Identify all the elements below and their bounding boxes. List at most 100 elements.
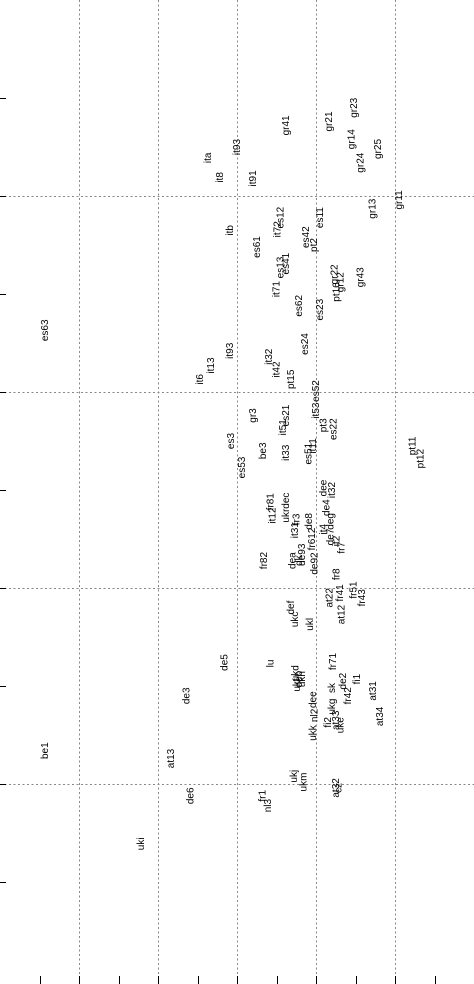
point-label: es3 xyxy=(226,433,237,450)
point-label: it2 xyxy=(332,535,343,546)
point-label: es61 xyxy=(252,236,263,258)
point-label: gr43 xyxy=(355,267,366,287)
point-label: itb xyxy=(225,225,236,236)
point-label: ukd xyxy=(291,665,302,681)
point-label: es51 xyxy=(303,442,314,464)
point-label: fi1 xyxy=(352,673,363,684)
point-label: it8 xyxy=(215,172,226,183)
point-label: gr14 xyxy=(347,129,358,149)
point-label: gr23 xyxy=(349,97,360,117)
point-label: def xyxy=(286,600,297,614)
point-label: ukk xyxy=(308,724,319,741)
axis-ticks xyxy=(0,98,436,984)
point-label: pt3 xyxy=(318,418,329,432)
point-label: ukf xyxy=(292,678,303,692)
point-label: de7 xyxy=(325,528,336,545)
point-label: nl2 xyxy=(310,708,321,722)
point-label: fr82 xyxy=(259,552,270,570)
point-label: es42 xyxy=(301,226,312,248)
point-label: fr3 xyxy=(291,513,302,525)
point-label: at33 xyxy=(331,710,342,730)
point-label: gr12 xyxy=(336,272,347,292)
point-label: fr1 xyxy=(257,790,268,802)
point-label: es41 xyxy=(281,252,292,274)
point-label: de2 xyxy=(338,672,349,689)
point-label: de6 xyxy=(186,787,197,804)
point-label: ukc xyxy=(290,612,301,628)
point-label: fr7 xyxy=(336,542,347,554)
point-label: pt11 xyxy=(408,436,419,455)
point-label: es12 xyxy=(276,206,287,228)
point-label: fr43 xyxy=(357,589,368,607)
point-label: it31 xyxy=(290,522,301,539)
point-label: pt12 xyxy=(415,448,426,468)
point-label: es22 xyxy=(329,418,340,440)
point-label: at34 xyxy=(375,706,386,726)
point-label: ukm xyxy=(299,773,310,792)
point-label: it32 xyxy=(264,348,275,365)
point-label: it72 xyxy=(272,221,283,238)
point-label: uke xyxy=(336,717,347,734)
point-label: deg xyxy=(325,513,336,530)
point-label: lu xyxy=(265,660,276,668)
point-label: gr3 xyxy=(248,408,259,423)
point-label: fi2 xyxy=(323,717,334,728)
point-label: dk xyxy=(294,554,305,566)
point-label: fr8 xyxy=(332,568,343,580)
point-label: de3 xyxy=(182,687,193,704)
point-label: uki xyxy=(136,837,147,850)
point-label: gr11 xyxy=(394,190,405,210)
point-label: it53 xyxy=(311,402,322,419)
point-label: gr41 xyxy=(281,115,292,135)
point-label: sk xyxy=(327,682,338,693)
point-label: be3 xyxy=(258,442,269,459)
point-label: gr13 xyxy=(367,198,378,218)
point-label: dee xyxy=(308,691,319,708)
point-label: pt2 xyxy=(309,238,320,252)
point-label: gr25 xyxy=(373,139,384,159)
point-label: ita xyxy=(203,152,214,163)
point-label: ukh xyxy=(297,671,308,687)
point-label: de5 xyxy=(220,654,231,671)
point-label: ukl xyxy=(305,618,316,631)
point-label: es63 xyxy=(40,319,51,341)
point-label: at12 xyxy=(336,604,347,624)
point-label: fr41 xyxy=(335,584,346,602)
point-label: de93 xyxy=(297,543,308,566)
point-label: es21 xyxy=(281,404,292,426)
point-label: it13 xyxy=(206,357,217,374)
point-label: de92 xyxy=(310,552,321,575)
point-label: it71 xyxy=(272,281,283,298)
point-label: it6 xyxy=(195,374,206,385)
point-label: it11 xyxy=(308,438,319,454)
point-label: it93 xyxy=(225,342,236,359)
point-label: pt15 xyxy=(286,369,297,389)
point-label: dee xyxy=(318,479,329,496)
point-label: be1 xyxy=(40,742,51,759)
point-label: gr24 xyxy=(355,152,366,172)
point-label: gr21 xyxy=(324,111,335,131)
point-label: at13 xyxy=(166,748,177,768)
point-label: es13 xyxy=(276,256,287,278)
point-label: it42 xyxy=(272,361,283,378)
point-label: es24 xyxy=(300,333,311,355)
point-label: fr71 xyxy=(328,652,339,670)
point-label: deb xyxy=(294,670,305,687)
point-label: pt16 xyxy=(332,282,343,302)
point-label: es11 xyxy=(315,207,326,228)
point-label: de8 xyxy=(304,513,315,530)
point-label: at31 xyxy=(368,681,379,701)
point-label: es23 xyxy=(315,298,326,320)
point-label: gr22 xyxy=(329,264,340,284)
point-label: fr51 xyxy=(348,581,359,599)
point-label: it4 xyxy=(318,523,329,534)
point-label: es53 xyxy=(237,456,248,478)
point-label: it12 xyxy=(268,507,279,524)
point-label: es62 xyxy=(294,295,305,317)
point-label: es52 xyxy=(311,380,322,402)
point-label: ukg xyxy=(327,699,338,715)
point-label: ukrdec xyxy=(281,493,292,523)
